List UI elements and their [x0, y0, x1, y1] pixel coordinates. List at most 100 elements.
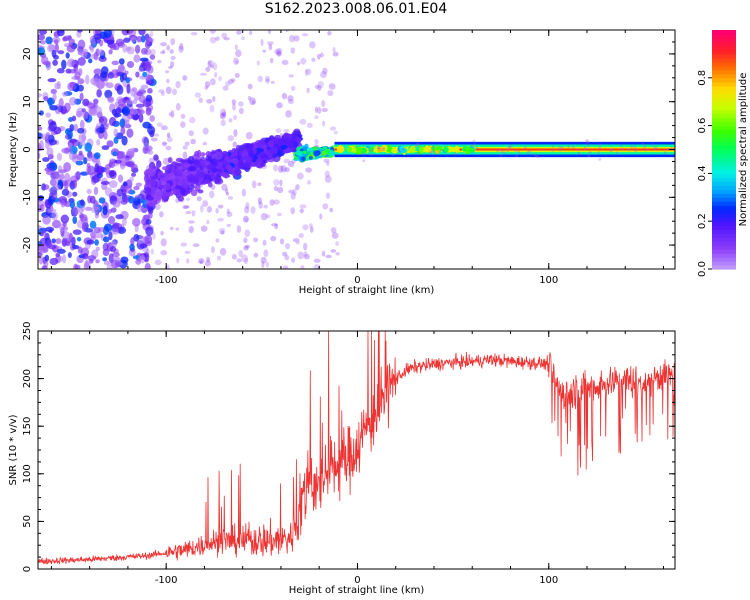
heatmap-cell — [300, 57, 307, 65]
heatmap-cell — [66, 58, 76, 68]
heatmap-cell — [160, 238, 167, 247]
colorbar-swatch — [712, 197, 736, 202]
heatmap-cell — [323, 158, 330, 163]
heatmap-cell — [73, 263, 79, 269]
heatmap-cell — [651, 143, 655, 147]
heatmap-cell — [290, 192, 296, 200]
heatmap-cell — [232, 114, 238, 121]
heatmap-cell — [269, 146, 276, 155]
heatmap-cell — [102, 205, 108, 216]
heatmap-cell — [122, 181, 128, 187]
heatmap-cell — [220, 230, 225, 235]
heatmap-cell — [65, 128, 70, 135]
heatmap-cell — [419, 146, 424, 154]
heatmap-cell — [136, 91, 144, 96]
heatmap-cell — [238, 107, 244, 115]
colorbar-swatch — [712, 137, 736, 143]
heatmap-cell — [222, 111, 227, 117]
heatmap-cell — [287, 95, 294, 102]
heatmap-cell — [111, 73, 119, 79]
heatmap-cell — [149, 37, 155, 43]
heatmap-cell — [154, 133, 160, 137]
heatmap-cell — [330, 249, 337, 253]
heatmap-cell — [182, 145, 188, 150]
heatmap-cell — [145, 80, 155, 86]
colorbar-swatch — [712, 30, 736, 35]
line-x-tick-label: 100 — [539, 575, 558, 586]
heatmap-cell — [260, 212, 268, 221]
heatmap-cell — [138, 30, 146, 36]
heatmap-cell — [227, 135, 235, 142]
line-y-tick-label: 150 — [22, 417, 33, 436]
heatmap-cell — [210, 64, 214, 69]
heatmap-cell — [231, 253, 237, 260]
heatmap-cell — [56, 68, 65, 74]
heatmap-cell — [187, 166, 197, 172]
colorbar-swatch — [712, 53, 736, 59]
heatmap-cell — [39, 230, 45, 237]
heatmap-cell — [666, 147, 670, 151]
heatmap-cell — [205, 155, 213, 162]
heatmap-cell — [72, 216, 78, 225]
heatmap-cell — [135, 103, 145, 108]
heatmap-cell — [299, 204, 307, 209]
heatmap-cell — [39, 203, 45, 212]
heatmap-cell — [200, 152, 206, 157]
colorbar-swatch — [712, 37, 736, 43]
heatmap-cell — [202, 200, 209, 207]
heatmap-cell — [132, 98, 138, 105]
heatmap-cell — [264, 75, 271, 84]
heatmap-cell — [166, 136, 173, 143]
colorbar-tick-label: 0.0 — [697, 261, 708, 277]
heatmap-cell — [98, 197, 106, 204]
heatmap-cell — [78, 132, 87, 143]
colorbar-swatch — [712, 217, 736, 222]
heatmap-cell — [130, 88, 136, 97]
heatmap-cell — [190, 32, 198, 36]
colorbar-swatch — [712, 45, 736, 51]
heatmap-cell — [38, 34, 46, 41]
heatmap-cell — [207, 181, 213, 188]
heatmap-cell — [72, 191, 78, 197]
heatmap-cell — [271, 223, 278, 227]
heatmap-cell — [551, 148, 555, 152]
heatmap-cell — [139, 243, 148, 249]
heatmap-cell — [249, 30, 253, 36]
heatmap-cell — [517, 150, 521, 154]
heatmap-cell — [149, 130, 155, 138]
heatmap-cell — [79, 119, 85, 130]
heatmap-cell — [72, 229, 82, 235]
heatmap-cell — [377, 146, 382, 153]
heatmap-cell — [198, 258, 205, 265]
heatmap-cell — [94, 239, 99, 246]
heatmap-cell — [269, 57, 274, 64]
colorbar-swatch — [712, 49, 736, 55]
heatmap-cell — [282, 251, 288, 257]
heatmap-cell — [43, 184, 50, 190]
colorbar-swatch — [712, 257, 736, 262]
heatmap-cell — [176, 257, 180, 264]
heatmap-cell — [135, 71, 140, 78]
colorbar — [712, 30, 736, 270]
heatmap-cell — [75, 171, 81, 180]
heatmap-cell — [80, 199, 85, 207]
heatmap-cell — [95, 259, 100, 264]
heatmap-cell — [152, 165, 157, 170]
heatmap-cell — [133, 233, 140, 242]
heatmap-cell — [182, 151, 188, 160]
heatmap-cells — [38, 30, 675, 269]
heatmap-cell — [230, 78, 236, 83]
heatmap-cell — [42, 215, 51, 225]
heatmap-cell — [93, 33, 103, 40]
colorbar-swatch — [712, 93, 736, 99]
heatmap-cell — [280, 144, 288, 150]
heatmap-cell — [253, 237, 259, 243]
heatmap-cell — [144, 147, 151, 155]
heatmap-cell — [168, 112, 173, 117]
heatmap-cell — [284, 254, 290, 261]
heatmap-cell — [142, 71, 148, 78]
heatmap-cell — [306, 147, 314, 152]
heatmap-cell — [79, 92, 84, 101]
heatmap-cell — [165, 145, 172, 151]
heatmap-cell — [117, 226, 127, 234]
